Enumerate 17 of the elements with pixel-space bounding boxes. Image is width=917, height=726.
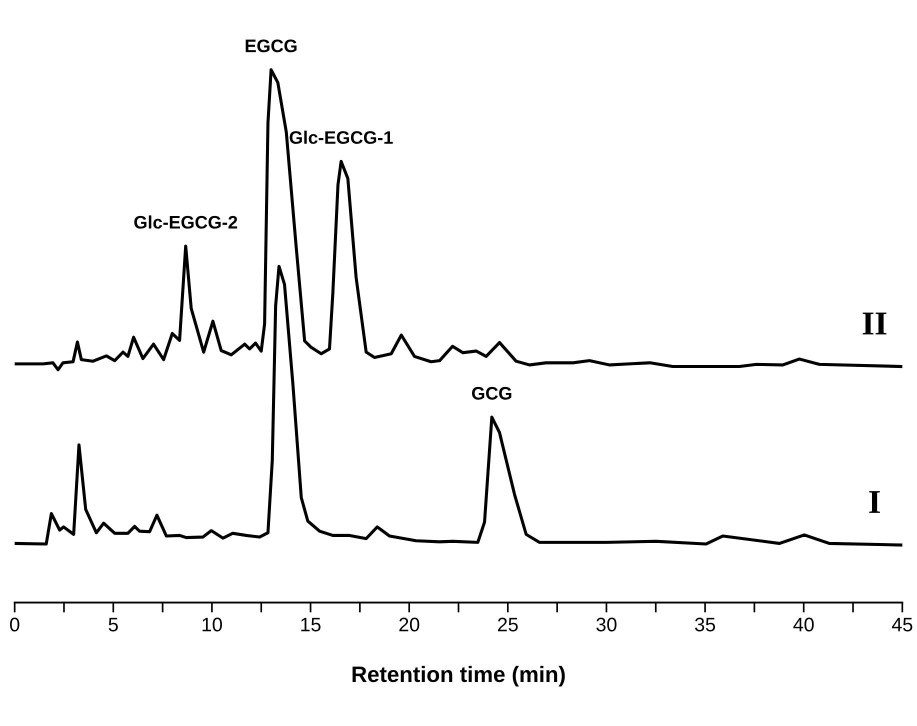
x-tick-label: 5	[108, 618, 118, 632]
x-tick-label: 0	[10, 618, 20, 632]
x-tick-label: 10	[202, 618, 222, 632]
series-label: I	[869, 491, 880, 513]
annotation: GCG	[472, 386, 512, 400]
x-tick-label: 20	[399, 618, 420, 632]
x-tick-label: 40	[793, 618, 814, 632]
x-tick-label: 45	[892, 618, 912, 632]
series-label: II	[862, 312, 886, 334]
x-axis-title: Retention time (min)	[352, 666, 565, 687]
x-tick-label: 35	[695, 618, 716, 632]
x-tick-label: 15	[301, 618, 321, 632]
x-tick-label: 30	[596, 618, 616, 632]
annotation: EGCG	[246, 39, 297, 52]
annotation: Glc-EGCG-2	[134, 215, 238, 229]
x-tick-label: 25	[498, 618, 518, 632]
annotation: Glc-EGCG-1	[290, 130, 393, 144]
